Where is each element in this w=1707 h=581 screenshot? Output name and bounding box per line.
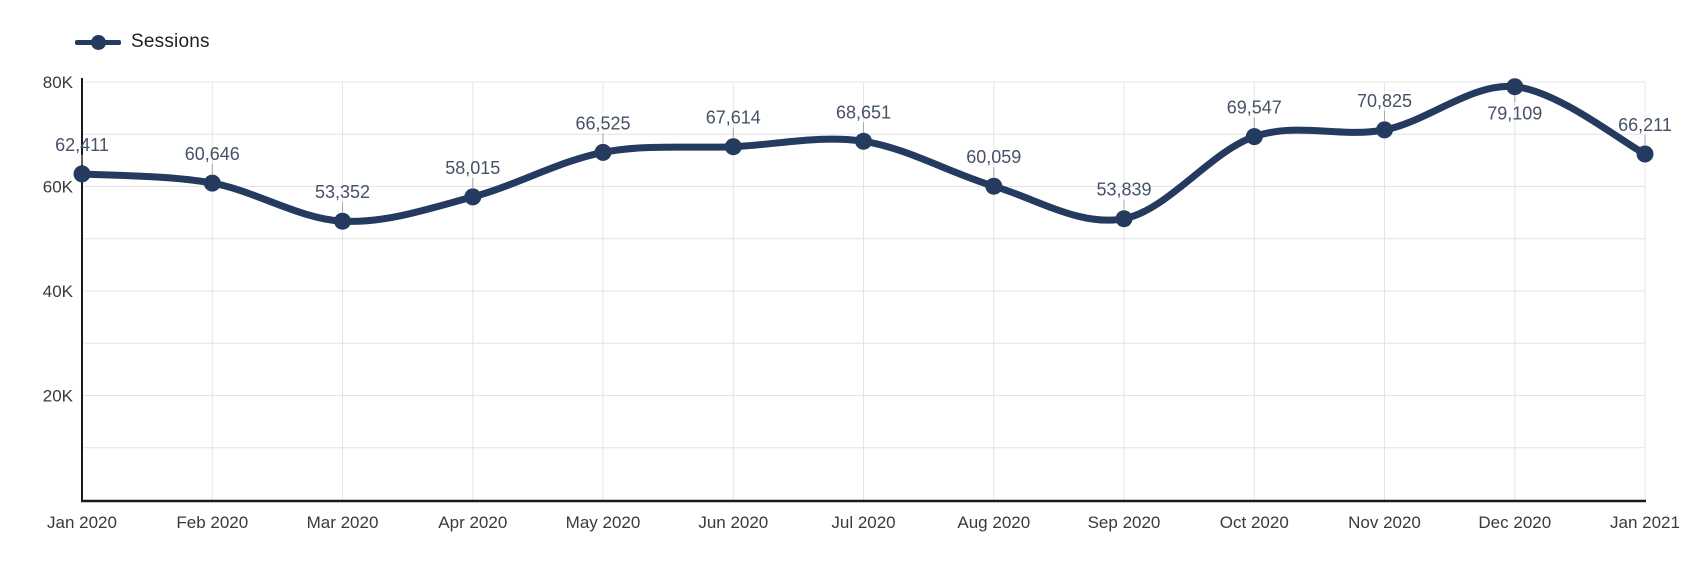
line-series-icon: [75, 34, 121, 50]
x-tick-label: May 2020: [566, 513, 641, 532]
x-tick-label: Aug 2020: [957, 513, 1030, 532]
x-tick-label: Sep 2020: [1088, 513, 1161, 532]
data-point-label: 67,614: [706, 108, 761, 128]
data-point[interactable]: [464, 188, 482, 206]
data-point-label: 70,825: [1357, 91, 1412, 111]
data-point[interactable]: [1376, 121, 1393, 139]
x-tick-label: Jan 2020: [47, 513, 117, 532]
data-point[interactable]: [334, 212, 351, 230]
data-point-label: 68,651: [836, 102, 891, 122]
data-point-label: 58,015: [445, 158, 500, 178]
data-point[interactable]: [594, 143, 612, 161]
data-point-label: 79,109: [1487, 104, 1542, 124]
x-tick-label: Jun 2020: [698, 513, 768, 532]
x-tick-label: Oct 2020: [1220, 513, 1289, 532]
data-point[interactable]: [724, 138, 742, 156]
data-point-label: 69,547: [1227, 98, 1282, 118]
data-point-label: 53,352: [315, 182, 370, 202]
y-tick-label: 60K: [43, 178, 74, 197]
y-tick-label: 20K: [43, 387, 74, 406]
data-point-label: 60,059: [966, 147, 1021, 167]
x-tick-label: Apr 2020: [438, 513, 507, 532]
data-point[interactable]: [73, 165, 91, 183]
legend-dot: [91, 35, 106, 50]
data-point[interactable]: [1506, 78, 1524, 96]
x-tick-label: Jul 2020: [831, 513, 895, 532]
x-tick-label: Jan 2021: [1610, 513, 1680, 532]
data-point-label: 66,525: [575, 113, 630, 133]
data-point[interactable]: [985, 177, 1003, 195]
x-tick-label: Dec 2020: [1478, 513, 1551, 532]
x-tick-label: Mar 2020: [307, 513, 379, 532]
legend-item-sessions[interactable]: Sessions: [75, 31, 210, 53]
legend-label: Sessions: [131, 31, 210, 52]
data-point-label: 53,839: [1096, 180, 1151, 200]
data-point-label: 62,411: [55, 135, 109, 155]
data-point-label: 66,211: [1618, 115, 1672, 135]
data-point[interactable]: [1245, 128, 1263, 146]
legend: Sessions: [75, 31, 210, 53]
data-point-label: 60,646: [185, 144, 240, 164]
y-tick-label: 80K: [43, 73, 74, 92]
x-tick-label: Feb 2020: [176, 513, 248, 532]
data-point[interactable]: [855, 132, 872, 150]
data-point[interactable]: [1636, 145, 1654, 163]
y-tick-label: 40K: [43, 282, 74, 301]
data-point[interactable]: [1115, 210, 1133, 228]
data-point[interactable]: [203, 174, 221, 192]
x-tick-label: Nov 2020: [1348, 513, 1421, 532]
